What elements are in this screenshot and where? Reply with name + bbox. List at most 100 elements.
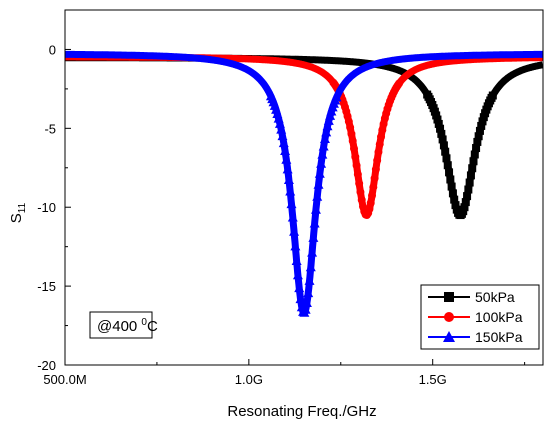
data-point — [282, 164, 293, 174]
data-point — [287, 212, 298, 222]
data-point — [470, 150, 479, 159]
data-point — [368, 191, 377, 200]
data-point — [281, 154, 292, 164]
legend-triangle-marker — [443, 331, 455, 342]
data-point — [323, 115, 334, 125]
data-point — [448, 189, 457, 198]
annotation-suffix: C — [147, 318, 158, 335]
data-point — [313, 179, 324, 189]
data-point — [378, 126, 387, 135]
data-point — [437, 129, 446, 138]
y-tick-label: -15 — [37, 279, 56, 294]
x-tick-label: 1.0G — [235, 372, 263, 387]
data-point — [316, 158, 327, 168]
data-point — [321, 127, 332, 137]
data-point — [432, 111, 441, 120]
data-point — [474, 132, 483, 141]
data-point — [434, 119, 443, 128]
series-curves — [65, 50, 543, 317]
data-point — [308, 232, 319, 242]
temperature-annotation: @400 0C — [89, 311, 158, 339]
data-point — [461, 198, 470, 207]
legend-item-150kpa: 150kPa — [428, 329, 523, 345]
data-point — [301, 297, 312, 307]
legend-circle-marker — [444, 312, 454, 322]
data-point — [366, 199, 375, 208]
data-point — [272, 108, 283, 118]
data-point — [469, 157, 478, 166]
data-point — [445, 168, 454, 177]
data-point — [374, 148, 383, 157]
y-tick-label: 0 — [49, 42, 56, 57]
data-point — [350, 144, 359, 153]
data-point — [438, 135, 447, 144]
data-point — [277, 131, 288, 141]
data-point — [310, 204, 321, 214]
y-axis-title-sub: 11 — [17, 202, 28, 213]
y-tick-label: -20 — [37, 358, 56, 373]
y-axis-ticks: 0 -5 -10 -15 -20 — [37, 42, 71, 373]
legend-square-marker — [444, 292, 454, 302]
data-point — [353, 170, 362, 179]
data-point — [369, 183, 378, 192]
y-axis-title-main: S — [8, 213, 25, 223]
data-point — [278, 138, 289, 148]
x-tick-label: 1.5G — [419, 372, 447, 387]
data-point — [365, 205, 374, 214]
y-axis-title: S11 — [8, 202, 28, 223]
data-point — [295, 294, 306, 304]
data-point — [472, 144, 481, 153]
legend-label-150kpa: 150kPa — [475, 329, 523, 345]
legend-label-50kpa: 50kPa — [475, 289, 515, 305]
plot-area-frame — [64, 9, 544, 366]
data-point — [314, 168, 325, 178]
data-point — [473, 137, 482, 146]
data-point — [370, 174, 379, 183]
data-point — [289, 226, 300, 236]
data-point — [373, 156, 382, 165]
data-point — [348, 136, 357, 145]
annotation-text: @400 0C — [97, 317, 158, 335]
data-point — [291, 256, 302, 266]
data-point — [442, 154, 451, 163]
data-point — [468, 164, 477, 173]
data-point — [475, 126, 484, 135]
x-axis-title: Resonating Freq./GHz — [227, 403, 376, 420]
data-point — [377, 132, 386, 141]
data-point — [433, 115, 442, 124]
data-point — [305, 262, 316, 272]
data-point — [285, 186, 296, 196]
annotation-superscript: 0 — [141, 317, 147, 328]
data-point — [371, 165, 380, 174]
data-point — [446, 175, 455, 184]
data-point — [318, 141, 329, 151]
data-point — [280, 146, 291, 156]
data-point — [309, 218, 320, 228]
data-point — [292, 270, 303, 280]
data-point — [478, 117, 487, 126]
data-point — [294, 283, 305, 293]
x-axis-ticks: 500.0M 1.0G 1.5G — [43, 359, 526, 387]
data-point — [283, 174, 294, 184]
data-point — [436, 124, 445, 133]
data-point — [307, 247, 318, 257]
data-point — [346, 123, 355, 132]
series-group — [65, 50, 543, 317]
data-point — [274, 118, 285, 128]
data-point — [317, 149, 328, 159]
data-point — [355, 179, 364, 188]
y-tick-label: -10 — [37, 200, 56, 215]
data-point — [439, 141, 448, 150]
data-point — [352, 161, 361, 170]
data-point — [450, 195, 459, 204]
data-point — [319, 134, 330, 144]
series-markers-150kpa — [265, 91, 342, 317]
legend-item-50kpa: 50kPa — [428, 289, 515, 305]
annotation-prefix: @400 — [97, 318, 141, 335]
data-point — [488, 91, 497, 100]
data-point — [276, 124, 287, 134]
legend: 50kPa 100kPa 150kPa — [420, 284, 540, 350]
data-point — [347, 129, 356, 138]
data-point — [477, 121, 486, 130]
